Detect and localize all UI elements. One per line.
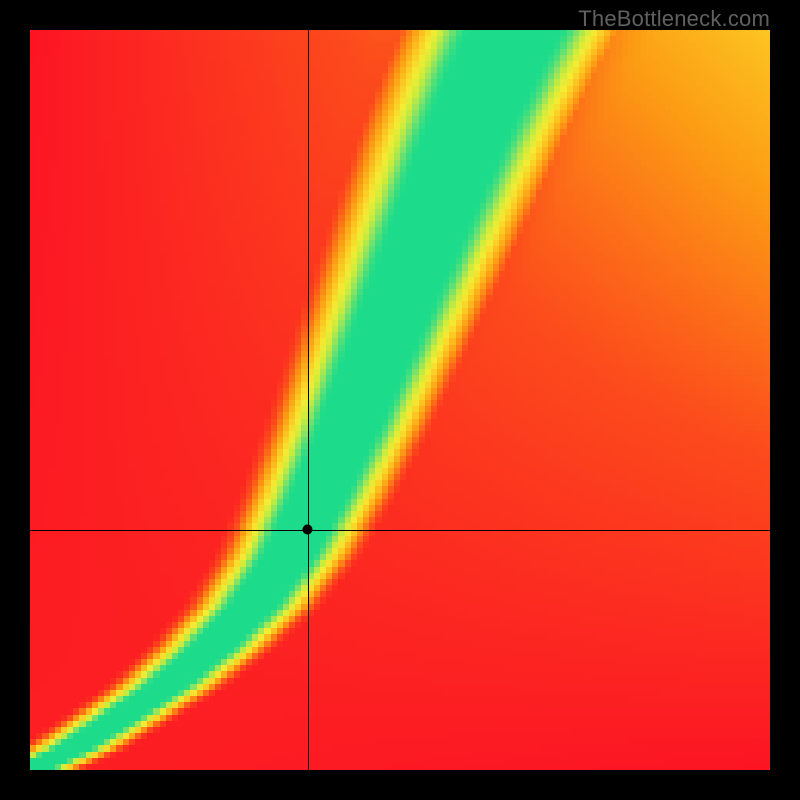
heatmap-plot [30, 30, 770, 770]
watermark-text: TheBottleneck.com [578, 6, 770, 32]
heatmap-canvas [30, 30, 770, 770]
